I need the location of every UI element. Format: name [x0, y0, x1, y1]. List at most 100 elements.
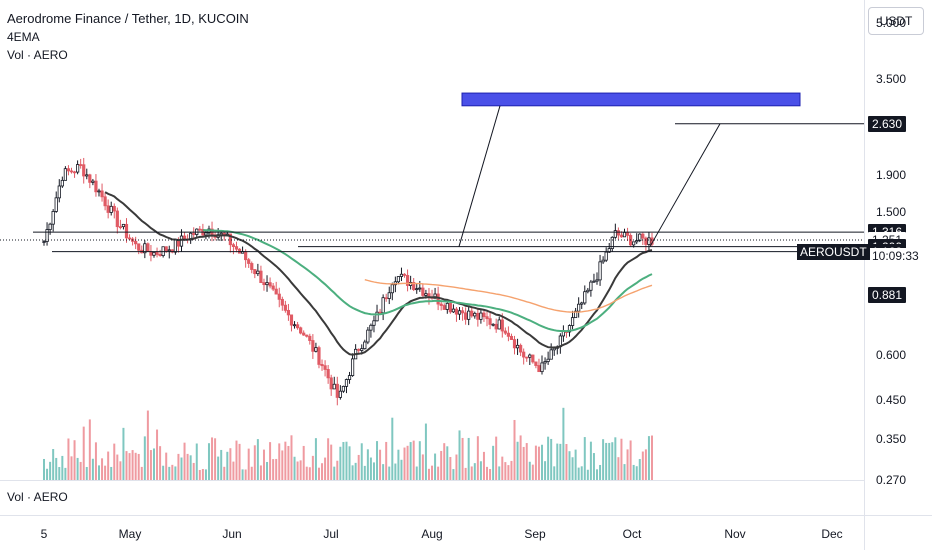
- candle-body: [91, 180, 95, 183]
- currency-button[interactable]: USDT: [868, 7, 924, 35]
- candle-body: [76, 164, 80, 173]
- candle-body: [274, 288, 278, 295]
- candle-body: [231, 244, 236, 247]
- volume-bar: [238, 443, 241, 480]
- volume-bar: [589, 441, 592, 480]
- volume-bar: [440, 450, 443, 480]
- volume-bar: [577, 467, 580, 480]
- volume-pane-label[interactable]: Vol · AERO: [7, 490, 68, 504]
- volume-bar: [592, 453, 595, 480]
- candle-body: [363, 341, 367, 350]
- volume-bar: [198, 469, 201, 480]
- candle-body: [244, 251, 248, 261]
- volume-bar: [110, 466, 113, 480]
- volume-bar: [262, 449, 265, 480]
- candle-body: [638, 233, 642, 241]
- volume-bar: [596, 469, 599, 480]
- volume-bar: [85, 466, 88, 480]
- volume-bar: [461, 437, 464, 480]
- candle-body: [283, 304, 287, 311]
- volume-bar: [278, 443, 281, 480]
- legend-indicator[interactable]: 4EMA: [7, 30, 40, 44]
- candle-body: [625, 232, 630, 236]
- volume-bar: [247, 448, 250, 480]
- volume-bar: [385, 441, 388, 480]
- bar-countdown: 10:09:33: [868, 248, 923, 265]
- volume-bar: [58, 467, 61, 480]
- volume-bar: [647, 436, 650, 480]
- candle-body: [198, 228, 202, 231]
- volume-bar: [339, 446, 342, 480]
- candle-body: [228, 233, 232, 246]
- volume-bar: [162, 465, 165, 480]
- volume-bar: [455, 454, 458, 480]
- candle-body: [85, 174, 89, 177]
- volume-bar: [403, 447, 406, 480]
- volume-bar: [553, 466, 556, 480]
- volume-bar: [192, 462, 195, 480]
- candle-body: [323, 365, 327, 370]
- candle-body: [635, 240, 639, 243]
- price-level-tag: 0.881: [868, 286, 907, 303]
- volume-bar: [125, 451, 128, 480]
- candle-body: [256, 270, 260, 275]
- legend: Aerodrome Finance / Tether, 1D, KUCOIN 4…: [7, 10, 249, 64]
- candle-body: [421, 287, 425, 296]
- candle-body: [552, 347, 556, 351]
- candle-body: [595, 279, 599, 282]
- volume-bar: [296, 461, 299, 480]
- projection-line: [649, 123, 721, 247]
- price-tick: 0.600: [876, 348, 907, 363]
- candle-body: [604, 251, 608, 261]
- price-tick: 5.000: [876, 16, 907, 31]
- candle-body: [69, 170, 74, 173]
- candle-body: [540, 362, 544, 373]
- volume-bar: [495, 436, 498, 480]
- legend-volume[interactable]: Vol · AERO: [7, 48, 68, 62]
- candle-body: [384, 297, 388, 300]
- volume-bar: [119, 461, 122, 480]
- volume-bar: [492, 445, 495, 480]
- ema-line: [364, 279, 653, 313]
- volume-bar: [189, 455, 192, 480]
- volume-bar: [632, 464, 635, 480]
- volume-bar: [214, 438, 217, 480]
- volume-bar: [311, 455, 314, 480]
- candle-body: [289, 314, 294, 326]
- volume-bar: [67, 438, 70, 480]
- volume-bar: [244, 469, 247, 480]
- candle-body: [302, 332, 306, 336]
- candle-body: [482, 312, 486, 318]
- candle-body: [632, 241, 636, 246]
- legend-title[interactable]: Aerodrome Finance / Tether, 1D, KUCOIN: [7, 11, 249, 26]
- candle-body: [372, 320, 376, 326]
- candle-body: [546, 358, 550, 362]
- volume-bar: [275, 458, 278, 480]
- price-tick: 0.350: [876, 432, 907, 447]
- volume-bar: [605, 442, 608, 480]
- candle-body: [497, 319, 501, 330]
- volume-bar: [620, 438, 623, 480]
- volume-bar: [568, 451, 571, 480]
- candle-body: [616, 230, 620, 236]
- time-tick: Aug: [421, 527, 443, 541]
- volume-bar: [321, 463, 324, 480]
- price-tick: 0.450: [876, 393, 907, 408]
- candle-body: [179, 235, 184, 247]
- volume-bar: [327, 438, 330, 480]
- volume-bar: [305, 466, 308, 480]
- volume-bar: [269, 442, 272, 480]
- volume-bar: [397, 449, 400, 480]
- volume-bar: [174, 466, 177, 480]
- candle-body: [448, 302, 452, 313]
- candle-body: [479, 312, 483, 320]
- candle-body: [158, 254, 162, 257]
- volume-bar: [220, 449, 223, 480]
- volume-bar: [522, 446, 525, 480]
- candle-body: [607, 248, 611, 253]
- volume-bar: [201, 468, 204, 480]
- volume-bar: [345, 441, 348, 480]
- time-tick: Jun: [222, 527, 242, 541]
- candle-body: [454, 308, 459, 315]
